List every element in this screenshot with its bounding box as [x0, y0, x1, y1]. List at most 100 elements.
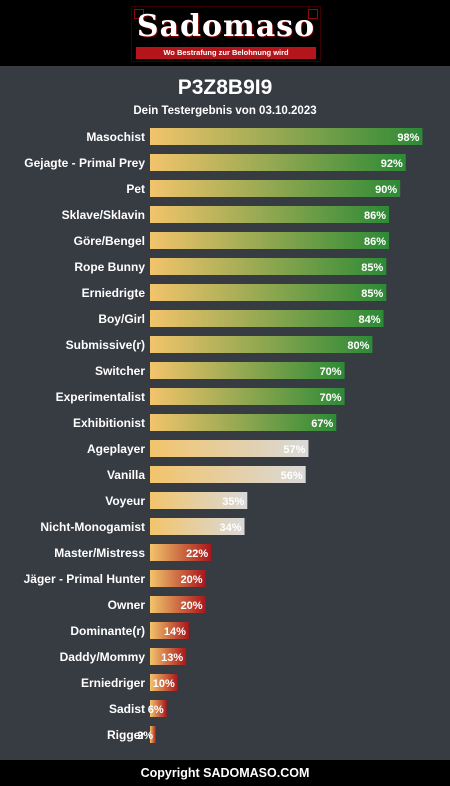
result-subtitle: Dein Testergebnis von 03.10.2023: [133, 105, 317, 117]
category-label: Erniedriger: [81, 676, 145, 690]
value-label: 80%: [347, 340, 369, 352]
site-footer: Copyright SADOMASO.COM: [0, 760, 450, 786]
value-label: 14%: [164, 626, 186, 638]
category-label: Switcher: [95, 364, 145, 378]
category-label: Dominante(r): [70, 624, 145, 638]
score-bar: [150, 414, 337, 431]
category-label: Nicht-Monogamist: [40, 520, 145, 534]
chart-row: Experimentalist 70%: [56, 388, 345, 405]
value-label: 90%: [375, 184, 397, 196]
value-label: 70%: [320, 392, 342, 404]
score-bar: [150, 440, 309, 457]
category-label: Submissive(r): [66, 338, 145, 352]
chart-row: Rope Bunny 85%: [74, 258, 387, 275]
value-label: 85%: [361, 262, 383, 274]
chart-row: Erniedriger 10%: [81, 674, 178, 691]
category-label: Experimentalist: [56, 390, 145, 404]
chart-row: Dominante(r) 14%: [70, 622, 189, 639]
chart-row: Owner 20%: [108, 596, 206, 613]
result-username: P3Z8B9I9: [177, 76, 273, 99]
chart-row: Voyeur 35%: [105, 492, 248, 509]
category-label: Sklave/Sklavin: [62, 208, 145, 222]
category-label: Sadist: [109, 702, 145, 716]
score-bar: [150, 336, 373, 353]
score-bar: [150, 388, 345, 405]
category-label: Pet: [126, 182, 145, 196]
score-bar: [150, 362, 345, 379]
score-bar: [150, 258, 387, 275]
chart-row: Sklave/Sklavin 86%: [62, 206, 390, 223]
value-label: 70%: [320, 366, 342, 378]
chart-row: Nicht-Monogamist 34%: [40, 518, 245, 535]
value-label: 86%: [364, 210, 386, 222]
category-label: Rigger: [107, 728, 145, 742]
chart-row: Gejagte - Primal Prey 92%: [24, 154, 406, 171]
value-label: 67%: [311, 418, 333, 430]
logo-title: Sadomaso: [136, 9, 316, 44]
chart-row: Exhibitionist 67%: [73, 414, 337, 431]
value-label: 35%: [222, 496, 244, 508]
chart-row: Jäger - Primal Hunter 20%: [24, 570, 206, 587]
chart-row: Switcher 70%: [95, 362, 345, 379]
site-logo[interactable]: Sadomaso Wo Bestrafung zur Belohnung wir…: [131, 6, 321, 62]
score-bar: [150, 128, 423, 145]
score-bar: [150, 518, 245, 535]
category-label: Gejagte - Primal Prey: [24, 156, 145, 170]
category-label: Exhibitionist: [73, 416, 145, 430]
category-label: Rope Bunny: [74, 260, 145, 274]
chart-row: Sadist 6%: [109, 700, 167, 717]
chart-row: Pet 90%: [126, 180, 401, 197]
chart-row: Master/Mistress 22%: [54, 544, 212, 561]
score-bar: [150, 570, 206, 587]
category-label: Erniedrigte: [82, 286, 146, 300]
score-bar: [150, 726, 156, 743]
category-label: Vanilla: [107, 468, 145, 482]
logo-tagline: Wo Bestrafung zur Belohnung wird: [136, 47, 316, 59]
chart-row: Vanilla 56%: [107, 466, 306, 483]
score-bar: [150, 648, 187, 665]
score-bar: [150, 466, 306, 483]
category-label: Masochist: [86, 130, 145, 144]
category-label: Jäger - Primal Hunter: [24, 572, 146, 586]
category-label: Daddy/Mommy: [60, 650, 146, 664]
chart-row: Masochist 98%: [86, 128, 423, 145]
value-label: 13%: [161, 652, 183, 664]
value-label: 20%: [181, 574, 203, 586]
score-bar: [150, 206, 390, 223]
value-label: 85%: [361, 288, 383, 300]
value-label: 6%: [148, 704, 164, 716]
category-label: Voyeur: [105, 494, 145, 508]
chart-row: Ageplayer 57%: [87, 440, 309, 457]
category-label: Göre/Bengel: [74, 234, 145, 248]
score-bar: [150, 310, 384, 327]
score-bar: [150, 180, 401, 197]
site-header: Sadomaso Wo Bestrafung zur Belohnung wir…: [0, 0, 450, 66]
value-label: 34%: [219, 522, 241, 534]
value-label: 10%: [153, 678, 175, 690]
value-label: 84%: [358, 314, 380, 326]
score-bar: [150, 544, 212, 561]
value-label: 20%: [181, 600, 203, 612]
value-label: 98%: [397, 132, 419, 144]
category-label: Master/Mistress: [54, 546, 145, 560]
logo-ornament-icon: [308, 9, 318, 19]
score-bar: [150, 492, 248, 509]
category-label: Owner: [108, 598, 146, 612]
value-label: 56%: [281, 470, 303, 482]
score-bar: [150, 232, 390, 249]
category-label: Ageplayer: [87, 442, 145, 456]
score-bar: [150, 674, 178, 691]
chart-row: Boy/Girl 84%: [98, 310, 384, 327]
score-bar: [150, 284, 387, 301]
value-label: 2%: [137, 730, 153, 742]
chart-row: Submissive(r) 80%: [66, 336, 373, 353]
value-label: 57%: [283, 444, 305, 456]
score-bar: [150, 596, 206, 613]
logo-ornament-icon: [134, 9, 144, 19]
result-bar-chart: Masochist 98% Gejagte - Primal Prey 92% Pet 9…: [24, 128, 423, 743]
score-bar: [150, 700, 167, 717]
category-label: Boy/Girl: [98, 312, 145, 326]
chart-row: Daddy/Mommy 13%: [60, 648, 187, 665]
score-bar: [150, 622, 189, 639]
